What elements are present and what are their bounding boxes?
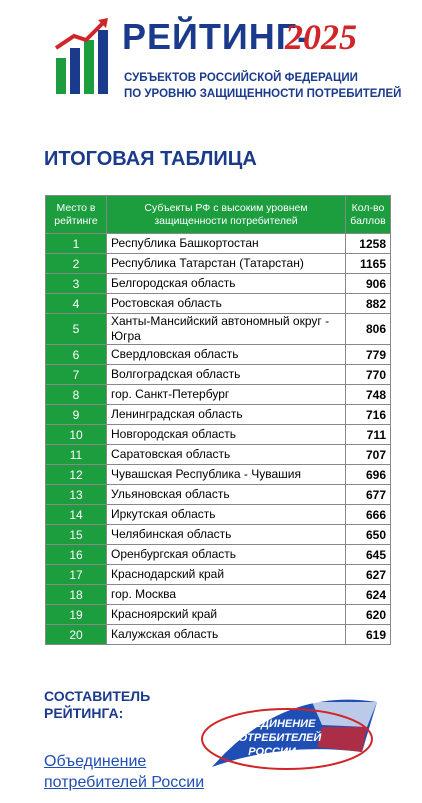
table-row: 13 Ульяновская область 677: [45, 484, 391, 505]
subtitle: СУБЪЕКТОВ РОССИЙСКОЙ ФЕДЕРАЦИИ ПО УРОВНЮ…: [124, 70, 401, 102]
header-row: Место в рейтинге Субъекты РФ с высоким у…: [45, 195, 391, 234]
title-word: РЕЙТИНГ-: [122, 16, 311, 57]
table-row: 7 Волгоградская область 770: [45, 364, 391, 385]
place-cell: 3: [45, 273, 107, 294]
subtitle-line: ПО УРОВНЮ ЗАЩИЩЕННОСТИ ПОТРЕБИТЕЛЕЙ: [124, 88, 402, 100]
place-cell: 7: [45, 364, 107, 385]
score-cell: 627: [345, 564, 391, 585]
score-cell: 806: [345, 313, 391, 345]
region-cell: Калужская область: [106, 624, 346, 645]
table-row: 1 Республика Башкортостан 1258: [45, 233, 391, 254]
score-cell: 650: [345, 524, 391, 545]
subtitle-line: СУБЪЕКТОВ РОССИЙСКОЙ ФЕДЕРАЦИИ: [124, 72, 358, 84]
place-cell: 4: [45, 293, 107, 314]
place-cell: 18: [45, 584, 107, 605]
place-cell: 1: [45, 233, 107, 254]
region-cell: Чувашская Республика - Чувашия: [106, 464, 346, 485]
logo-text: ПОТРЕБИТЕЛЕЙ: [231, 731, 323, 744]
region-cell: Свердловская область: [106, 344, 346, 365]
region-cell: Краснодарский край: [106, 564, 346, 585]
table-row: 6 Свердловская область 779: [45, 344, 391, 365]
region-cell: Челябинская область: [106, 524, 346, 545]
score-cell: 645: [345, 544, 391, 565]
region-cell: Иркутская область: [106, 504, 346, 525]
place-cell: 2: [45, 253, 107, 274]
rating-table: Место в рейтинге Субъекты РФ с высоким у…: [45, 195, 391, 645]
score-cell: 620: [345, 604, 391, 625]
score-cell: 666: [345, 504, 391, 525]
place-cell: 8: [45, 384, 107, 405]
score-cell: 677: [345, 484, 391, 505]
place-cell: 9: [45, 404, 107, 425]
place-cell: 12: [45, 464, 107, 485]
place-cell: 10: [45, 424, 107, 445]
place-cell: 15: [45, 524, 107, 545]
table-row: 18 гор. Москва 624: [45, 584, 391, 605]
score-cell: 1258: [345, 233, 391, 254]
region-cell: гор. Санкт-Петербург: [106, 384, 346, 405]
table-row: 20 Калужская область 619: [45, 624, 391, 645]
place-cell: 6: [45, 344, 107, 365]
score-cell: 770: [345, 364, 391, 385]
table-row: 14 Иркутская область 666: [45, 504, 391, 525]
place-cell: 20: [45, 624, 107, 645]
region-cell: гор. Москва: [106, 584, 346, 605]
region-cell: Волгоградская область: [106, 364, 346, 385]
place-cell: 17: [45, 564, 107, 585]
region-cell: Республика Татарстан (Татарстан): [106, 253, 346, 274]
table-row: 17 Краснодарский край 627: [45, 564, 391, 585]
region-cell: Ханты-Мансийский автономный округ - Югра: [106, 313, 346, 345]
table-row: 16 Оренбургская область 645: [45, 544, 391, 565]
region-cell: Новгородская область: [106, 424, 346, 445]
title-year: 2025: [285, 17, 357, 57]
place-cell: 19: [45, 604, 107, 625]
column-header: Место в рейтинге: [45, 195, 107, 234]
region-cell: Ульяновская область: [106, 484, 346, 505]
table-row: 3 Белгородская область 906: [45, 273, 391, 294]
table-row: 2 Республика Татарстан (Татарстан) 1165: [45, 253, 391, 274]
table-row: 9 Ленинградская область 716: [45, 404, 391, 425]
table-row: 4 Ростовская область 882: [45, 293, 391, 314]
score-cell: 707: [345, 444, 391, 465]
section-title: ИТОГОВАЯ ТАБЛИЦА: [44, 148, 257, 170]
table-row: 12 Чувашская Республика - Чувашия 696: [45, 464, 391, 485]
score-cell: 716: [345, 404, 391, 425]
score-cell: 696: [345, 464, 391, 485]
table-row: 8 гор. Санкт-Петербург 748: [45, 384, 391, 405]
table-row: 11 Саратовская область 707: [45, 444, 391, 465]
region-cell: Ленинградская область: [106, 404, 346, 425]
table-row: 10 Новгородская область 711: [45, 424, 391, 445]
place-cell: 16: [45, 544, 107, 565]
table-row: 19 Красноярский край 620: [45, 604, 391, 625]
compiler-link[interactable]: Объединение потребителей России: [44, 753, 205, 791]
score-cell: 748: [345, 384, 391, 405]
score-cell: 779: [345, 344, 391, 365]
region-cell: Красноярский край: [106, 604, 346, 625]
score-cell: 1165: [345, 253, 391, 274]
score-cell: 624: [345, 584, 391, 605]
score-cell: 711: [345, 424, 391, 445]
table-row: 15 Челябинская область 650: [45, 524, 391, 545]
column-header: Кол-во баллов: [345, 195, 391, 234]
place-cell: 14: [45, 504, 107, 525]
compiler-label: СОСТАВИТЕЛЬ РЕЙТИНГА:: [44, 688, 151, 721]
logo-icon: [54, 18, 108, 94]
place-cell: 13: [45, 484, 107, 505]
region-cell: Ростовская область: [106, 293, 346, 314]
logo-text: ОБЪЕДИНЕНИЕ: [229, 718, 317, 730]
score-cell: 906: [345, 273, 391, 294]
logo-text: РОССИИ: [248, 746, 297, 758]
place-cell: 11: [45, 444, 107, 465]
region-cell: Республика Башкортостан: [106, 233, 346, 254]
table-row: 5 Ханты-Мансийский автономный округ - Югр…: [45, 313, 391, 345]
score-cell: 619: [345, 624, 391, 645]
region-cell: Оренбургская область: [106, 544, 346, 565]
place-cell: 5: [45, 313, 107, 345]
column-header: Субъекты РФ с высоким уровнем защищеннос…: [106, 195, 346, 234]
region-cell: Саратовская область: [106, 444, 346, 465]
region-cell: Белгородская область: [106, 273, 346, 294]
partner-logo: ОБЪЕДИНЕНИЕ ПОТРЕБИТЕЛЕЙ РОССИИ: [201, 699, 377, 770]
score-cell: 882: [345, 293, 391, 314]
